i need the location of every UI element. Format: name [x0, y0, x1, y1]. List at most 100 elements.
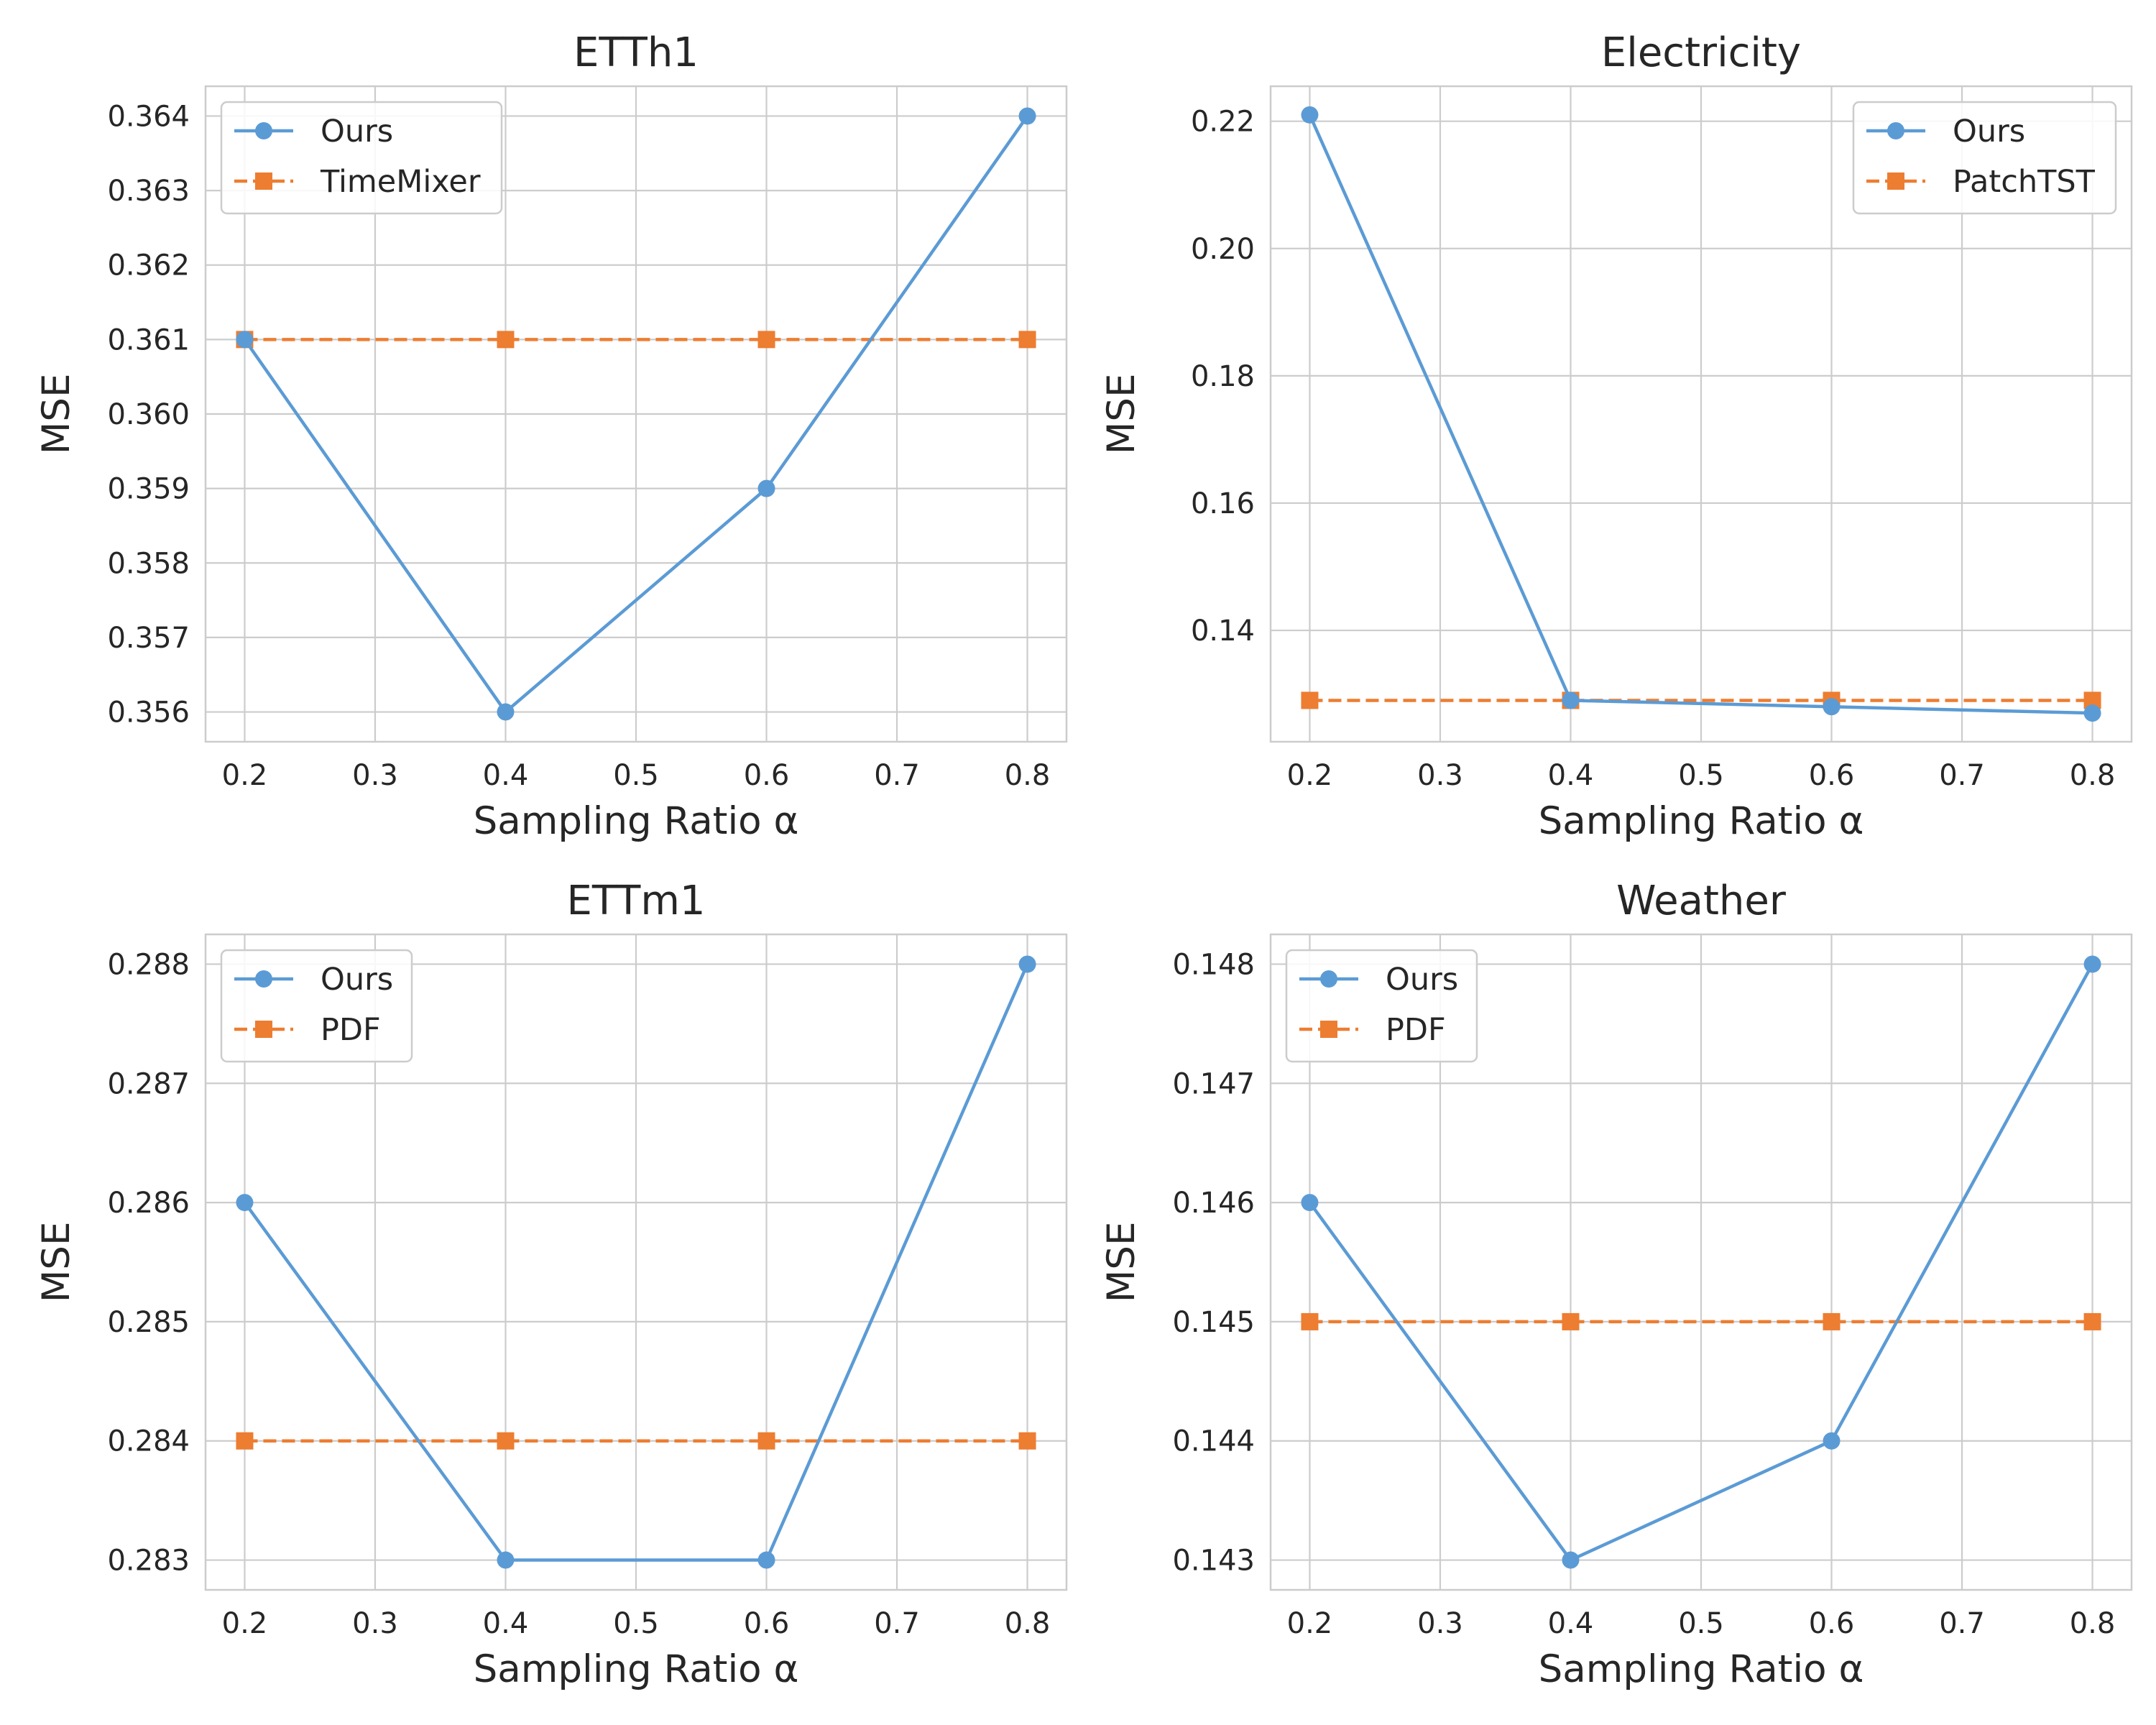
data-point-ours — [236, 331, 254, 349]
x-axis-label: Sampling Ratio α — [474, 799, 799, 843]
x-tick-label: 0.8 — [1005, 759, 1051, 792]
chart-panel-electricity: 0.2 0.3 0.4 0.5 0.6 0.7 0.8 0.14 0.16 0.18 0.20 0.2… — [1100, 29, 2133, 843]
chart-title: ETTm1 — [567, 878, 706, 924]
x-tick-label: 0.7 — [874, 1607, 920, 1640]
y-tick-label: 0.284 — [107, 1425, 190, 1458]
chart-panel-etth1: 0.2 0.3 0.4 0.5 0.6 0.7 0.8 0.356 0.357 0.358 0.35… — [34, 29, 1068, 843]
chart-title: Electricity — [1601, 29, 1801, 76]
x-tick-label: 0.6 — [744, 1607, 790, 1640]
y-tick-label: 0.22 — [1191, 106, 1255, 139]
legend-marker-timemixer — [255, 172, 272, 190]
legend-label: Ours — [321, 114, 393, 150]
y-tick-label: 0.145 — [1172, 1306, 1255, 1339]
x-tick-label: 0.3 — [352, 759, 398, 792]
data-point-pdf — [757, 1432, 775, 1450]
legend-marker-ours — [1320, 970, 1337, 988]
x-tick-label: 0.2 — [222, 1607, 268, 1640]
data-point-ours — [1018, 955, 1036, 973]
legend: Ours TimeMixer — [220, 101, 503, 215]
data-point-pdf — [1823, 1312, 1841, 1330]
data-point-ours — [1301, 1194, 1319, 1212]
x-axis-label: Sampling Ratio α — [1539, 799, 1864, 843]
x-tick-label: 0.8 — [2070, 759, 2116, 792]
y-tick-label: 0.146 — [1172, 1187, 1255, 1220]
x-tick-label: 0.3 — [352, 1607, 398, 1640]
legend-marker-ours — [255, 122, 272, 139]
y-tick-label: 0.147 — [1172, 1067, 1255, 1100]
chart-panel-weather: 0.2 0.3 0.4 0.5 0.6 0.7 0.8 0.143 0.144 0.145 0.14… — [1100, 878, 2133, 1691]
data-point-ours — [497, 703, 515, 721]
x-tick-label: 0.7 — [874, 759, 920, 792]
y-tick-label: 0.357 — [107, 622, 190, 655]
x-tick-label: 0.5 — [1678, 1607, 1724, 1640]
x-tick-label: 0.7 — [1939, 759, 1985, 792]
legend: Ours PDF — [220, 949, 413, 1063]
x-tick-label: 0.4 — [483, 1607, 529, 1640]
x-axis-label: Sampling Ratio α — [474, 1647, 799, 1691]
data-point-timemixer — [497, 331, 515, 349]
data-point-ours — [2083, 704, 2101, 722]
y-tick-label: 0.363 — [107, 175, 190, 208]
plot-frame — [204, 933, 1068, 1591]
y-tick-label: 0.361 — [107, 323, 190, 356]
y-axis-label: MSE — [1100, 374, 1143, 455]
x-tick-label: 0.5 — [613, 1607, 659, 1640]
data-point-pdf — [497, 1432, 515, 1450]
x-tick-label: 0.8 — [2070, 1607, 2116, 1640]
data-point-pdf — [1562, 1312, 1580, 1330]
legend-label: Ours — [1953, 114, 2025, 150]
y-tick-label: 0.362 — [107, 249, 190, 282]
y-tick-label: 0.143 — [1172, 1545, 1255, 1578]
legend-marker-pdf — [1320, 1021, 1337, 1038]
x-tick-label: 0.2 — [1287, 759, 1333, 792]
data-point-timemixer — [1018, 331, 1036, 349]
data-point-ours — [757, 479, 775, 497]
x-tick-label: 0.4 — [1548, 1607, 1594, 1640]
legend-label: PDF — [321, 1012, 381, 1048]
data-point-ours — [1301, 106, 1319, 124]
x-tick-label: 0.6 — [744, 759, 790, 792]
y-axis-label: MSE — [34, 1222, 78, 1303]
y-tick-label: 0.144 — [1172, 1425, 1255, 1458]
y-tick-label: 0.18 — [1191, 360, 1255, 393]
x-tick-label: 0.4 — [483, 759, 529, 792]
y-tick-label: 0.364 — [107, 100, 190, 133]
data-point-pdf — [1301, 1312, 1319, 1330]
x-tick-label: 0.5 — [1678, 759, 1724, 792]
legend-label: Ours — [321, 962, 393, 998]
chart-title: ETTh1 — [573, 29, 699, 76]
plot-frame — [1269, 85, 2133, 743]
y-tick-label: 0.14 — [1191, 615, 1255, 648]
chart-panel-ettm1: 0.2 0.3 0.4 0.5 0.6 0.7 0.8 0.283 0.284 0.285 0.28… — [34, 878, 1068, 1691]
data-point-ours — [497, 1551, 515, 1569]
data-point-ours — [1823, 698, 1841, 716]
series-line-ours — [243, 115, 1029, 714]
x-tick-label: 0.7 — [1939, 1607, 1985, 1640]
series-line-ours — [243, 963, 1029, 1562]
data-point-ours — [1562, 691, 1580, 709]
legend: Ours PDF — [1285, 949, 1478, 1063]
y-tick-label: 0.285 — [107, 1306, 190, 1339]
x-tick-label: 0.6 — [1809, 1607, 1855, 1640]
data-point-ours — [757, 1551, 775, 1569]
y-tick-label: 0.288 — [107, 948, 190, 981]
y-tick-label: 0.360 — [107, 398, 190, 431]
y-tick-label: 0.287 — [107, 1067, 190, 1100]
data-point-ours — [1562, 1551, 1580, 1569]
data-point-pdf — [2083, 1312, 2101, 1330]
x-axis-label: Sampling Ratio α — [1539, 1647, 1864, 1691]
x-tick-label: 0.8 — [1005, 1607, 1051, 1640]
legend-label: TimeMixer — [320, 164, 481, 200]
y-axis-label: MSE — [1100, 1222, 1143, 1303]
y-tick-label: 0.358 — [107, 547, 190, 580]
y-axis-label: MSE — [34, 374, 78, 455]
y-tick-label: 0.356 — [107, 696, 190, 730]
data-point-pdf — [1018, 1432, 1036, 1450]
x-tick-label: 0.2 — [222, 759, 268, 792]
plot-frame — [204, 85, 1068, 743]
y-tick-label: 0.148 — [1172, 948, 1255, 981]
y-tick-label: 0.16 — [1191, 487, 1255, 520]
data-point-ours — [1823, 1432, 1841, 1450]
series-line-ours — [1308, 114, 2093, 715]
